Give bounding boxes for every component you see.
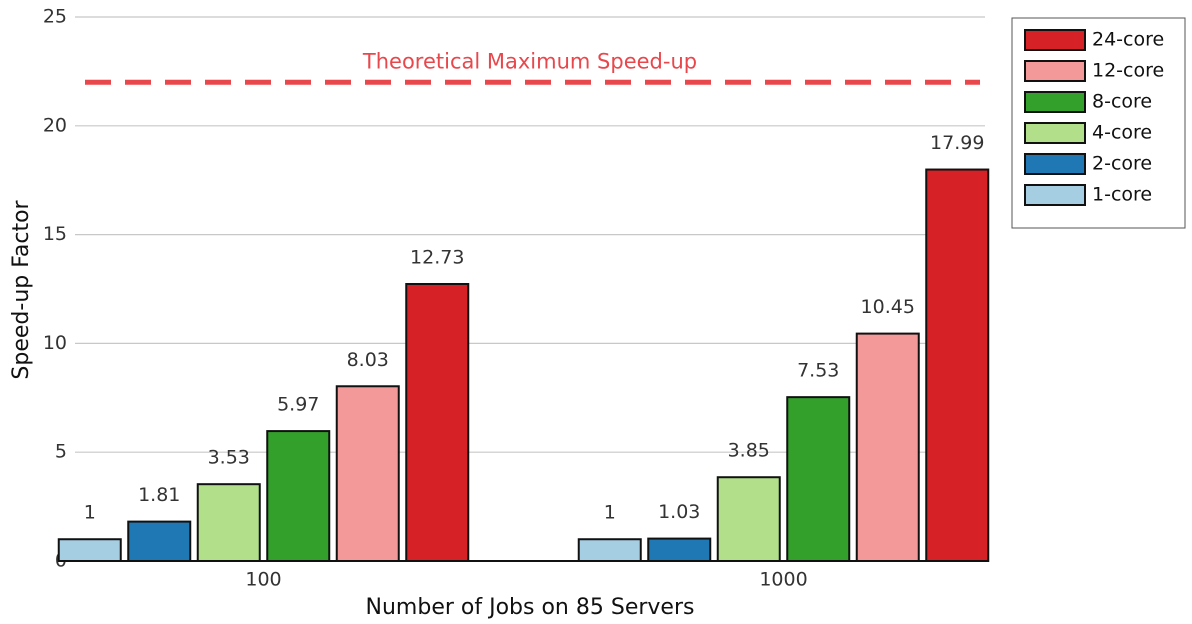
bar — [925, 168, 990, 562]
value-label: 7.53 — [797, 360, 839, 382]
legend-swatch — [1024, 29, 1086, 51]
value-label: 3.53 — [208, 447, 250, 469]
bar — [405, 282, 470, 562]
reference-label: Theoretical Maximum Speed-up — [362, 49, 697, 73]
bar — [786, 396, 851, 562]
legend-label: 1-core — [1092, 184, 1152, 206]
bar — [577, 538, 642, 562]
legend-swatch — [1024, 184, 1086, 206]
legend-swatch — [1024, 122, 1086, 144]
legend-swatch — [1024, 153, 1086, 175]
value-label: 17.99 — [930, 132, 984, 154]
value-label: 12.73 — [410, 246, 464, 268]
legend-label: 2-core — [1092, 153, 1152, 175]
bar — [196, 483, 261, 562]
x-tick-label: 1000 — [759, 569, 807, 591]
bar — [127, 520, 192, 562]
legend-label: 8-core — [1092, 91, 1152, 113]
x-axis-label: Number of Jobs on 85 Servers — [366, 595, 695, 620]
legend-swatch — [1024, 91, 1086, 113]
y-tick-label: 5 — [55, 441, 67, 463]
value-label: 5.97 — [277, 394, 319, 416]
legend-label: 4-core — [1092, 122, 1152, 144]
value-label: 1 — [604, 502, 616, 524]
legend-label: 24-core — [1092, 29, 1164, 51]
y-tick-label: 20 — [43, 114, 67, 136]
y-tick-label: 25 — [43, 6, 67, 28]
legend-swatch — [1024, 60, 1086, 82]
bar — [855, 332, 920, 562]
y-tick-label: 15 — [43, 223, 67, 245]
value-label: 3.85 — [728, 440, 770, 462]
y-tick-label: 10 — [43, 332, 67, 354]
value-label: 1.81 — [138, 484, 180, 506]
bar — [647, 537, 712, 563]
bar — [335, 385, 400, 563]
value-label: 10.45 — [861, 296, 915, 318]
value-label: 8.03 — [347, 349, 389, 371]
bar — [716, 476, 781, 562]
value-label: 1.03 — [658, 501, 700, 523]
legend-label: 12-core — [1092, 60, 1164, 82]
bar — [266, 430, 331, 562]
bar — [57, 538, 122, 562]
y-axis-label: Speed-up Factor — [9, 199, 34, 379]
value-label: 1 — [84, 502, 96, 524]
x-tick-label: 100 — [245, 569, 281, 591]
